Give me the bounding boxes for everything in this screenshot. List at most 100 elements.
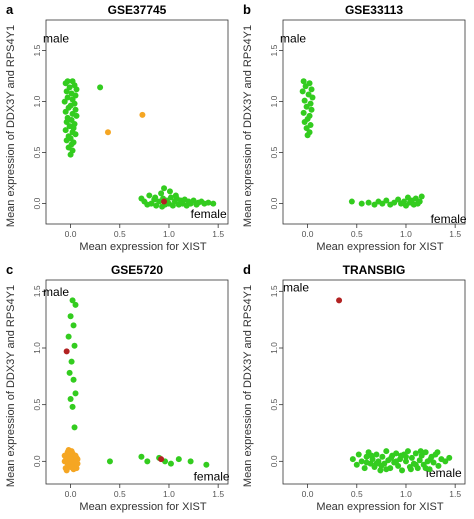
data-point-green (412, 461, 419, 468)
y-tick-label: 0.5 (32, 398, 42, 410)
chart-panel-a: 0.0 0.5 1.0 1.5 0.0 0.5 1.0 1.5 Mean expression … (0, 0, 237, 259)
data-point-green (67, 313, 74, 320)
y-tick-label: 0.0 (269, 197, 279, 209)
data-point-green (187, 458, 194, 465)
data-point-green (299, 88, 306, 95)
data-point-green (69, 297, 76, 304)
y-tick-label: 1.5 (269, 285, 279, 297)
y-tick-label: 0.0 (32, 197, 42, 209)
data-point-green (418, 452, 425, 459)
data-point-green (302, 83, 309, 90)
x-axis-label: Mean expression for XIST (316, 241, 443, 253)
data-point-green (62, 127, 69, 134)
data-point-green (72, 390, 79, 397)
data-point-green (412, 450, 419, 457)
data-point-green (300, 109, 307, 116)
y-tick-label: 0.0 (269, 455, 279, 467)
data-point-green (303, 103, 310, 110)
data-point-green (393, 458, 400, 465)
plot-frame (45, 279, 229, 485)
data-point-green (146, 192, 153, 199)
data-point-green (427, 456, 434, 463)
y-axis-label: Mean expression of DDX3Y and RPS4Y1 (5, 285, 17, 487)
data-point-green (373, 460, 380, 467)
chart-title: GSE33113 (345, 3, 403, 17)
data-point-green (434, 449, 441, 456)
x-axis-label: Mean expression for XIST (79, 241, 206, 253)
chart-panel-d: 0.0 0.5 1.0 1.5 0.0 0.5 1.0 1.5 Mean expression … (237, 260, 474, 519)
data-point-green (358, 200, 365, 207)
data-point-green (175, 456, 182, 463)
y-tick-label: 1.0 (269, 95, 279, 107)
x-tick-label: 0.5 (351, 489, 363, 499)
data-point-green (368, 452, 375, 459)
annotation-male: male (43, 285, 69, 299)
scatter-plot: 0.0 0.5 1.0 1.5 0.0 0.5 1.0 1.5 Mean expression … (242, 262, 466, 513)
data-point-green (210, 200, 217, 207)
data-point-orange (72, 452, 79, 459)
data-point-green (363, 459, 370, 466)
data-point-green (68, 358, 75, 365)
data-point-green (416, 457, 423, 464)
data-point-green (300, 78, 307, 85)
data-point-green (308, 106, 315, 113)
data-point-green (65, 333, 72, 340)
data-point-green (106, 458, 113, 465)
data-point-green (442, 458, 449, 465)
data-point-green (349, 456, 356, 463)
data-point-green (416, 198, 423, 205)
data-point-green (301, 119, 308, 125)
y-tick-label: 1.0 (32, 95, 42, 107)
annotation-female: female (191, 207, 227, 221)
plot-frame (282, 279, 466, 485)
annotation-male: male (43, 31, 69, 45)
x-tick-label: 0.5 (114, 489, 126, 499)
y-tick-label: 0.5 (269, 146, 279, 158)
data-point-green (203, 461, 210, 468)
data-point-green (304, 132, 311, 139)
panel-letter: a (6, 2, 14, 17)
data-point-green (407, 466, 414, 473)
data-point-green (144, 458, 151, 465)
data-point-green (70, 322, 77, 329)
data-point-green (63, 137, 70, 144)
data-point-green (71, 342, 78, 349)
plot-frame (282, 19, 466, 225)
x-tick-label: 1.0 (163, 489, 175, 499)
data-point-green (159, 203, 166, 210)
panel-letter: d (243, 262, 251, 277)
data-point-green (422, 465, 429, 472)
chart-title: GSE5720 (111, 263, 163, 277)
data-point-orange (67, 456, 74, 463)
x-tick-label: 0.5 (351, 229, 363, 239)
data-point-green (205, 199, 212, 206)
data-point-green (348, 198, 355, 205)
data-point-green (361, 465, 368, 472)
x-tick-label: 1.0 (400, 229, 412, 239)
data-point-green (66, 369, 73, 376)
chart-title: TRANSBIG (343, 263, 406, 277)
x-tick-label: 0.0 (302, 229, 314, 239)
scatter-plot: 0.0 0.5 1.0 1.5 0.0 0.5 1.0 1.5 Mean expression … (5, 262, 230, 513)
panel-letter: c (6, 262, 13, 277)
data-point-green (377, 467, 384, 474)
data-point-green (422, 449, 429, 456)
data-point-green (69, 403, 76, 410)
data-point-green (167, 460, 174, 467)
annotation-female: female (426, 466, 462, 480)
data-point-green (383, 448, 390, 455)
data-point-green (70, 376, 77, 383)
data-point-green (152, 194, 159, 201)
data-point-orange (74, 460, 81, 467)
chart-panel-c: 0.0 0.5 1.0 1.5 0.0 0.5 1.0 1.5 Mean expression … (0, 260, 237, 519)
data-point-green (379, 453, 386, 460)
annotation-male: male (280, 31, 306, 45)
data-point-red (161, 198, 168, 205)
data-point-green (402, 458, 409, 465)
data-point-green (353, 461, 360, 468)
data-point-green (166, 188, 173, 195)
chart-panel-b: 0.0 0.5 1.0 1.5 0.0 0.5 1.0 1.5 Mean expression … (237, 0, 474, 259)
data-point-orange (68, 448, 75, 455)
data-point-green (402, 453, 409, 460)
x-tick-label: 1.5 (449, 229, 461, 239)
